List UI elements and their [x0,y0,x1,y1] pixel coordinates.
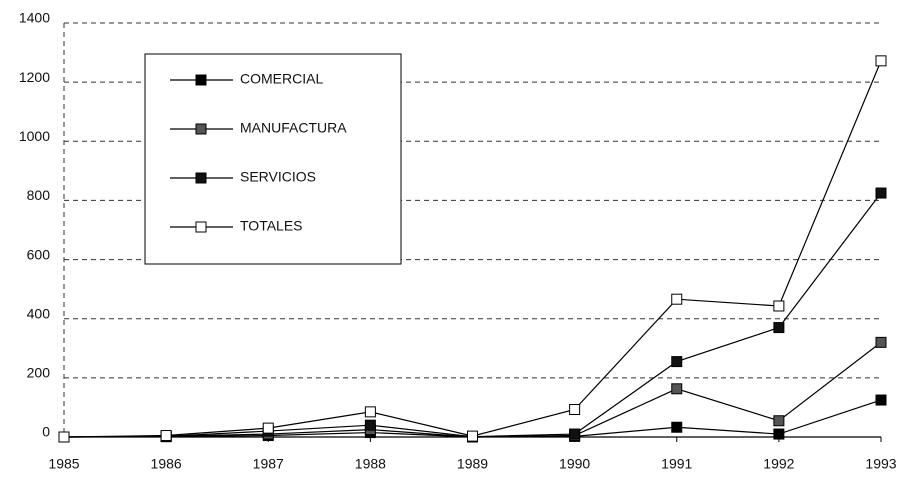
data-point [671,421,683,433]
x-tick-label: 1990 [559,456,590,472]
legend-label: SERVICIOS [240,169,316,185]
x-tick-label: 1986 [151,456,182,472]
data-point [875,55,887,67]
data-point [364,406,376,418]
data-point [569,428,581,440]
x-tick-label: 1993 [865,456,896,472]
y-tick-label: 1400 [19,10,50,26]
x-tick-label: 1988 [355,456,386,472]
legend-marker [195,221,207,233]
x-tick-label: 1985 [48,456,79,472]
legend-marker [195,123,207,135]
data-point [875,187,887,199]
data-point [569,403,581,415]
legend-label: TOTALES [240,218,303,234]
data-point [364,419,376,431]
series-line [63,341,882,438]
data-point [671,293,683,305]
legend-marker [195,172,207,184]
y-tick-label: 1200 [19,69,50,85]
legend-marker [195,74,207,86]
legend-box [144,53,402,265]
y-tick-label: 800 [27,187,51,203]
data-point [671,356,683,368]
data-point [875,394,887,406]
x-tick-label: 1987 [253,456,284,472]
y-tick-label: 200 [27,365,51,381]
data-point [875,336,887,348]
data-point [773,415,785,427]
data-point [160,430,172,442]
y-tick-label: 600 [27,246,51,262]
data-point [262,422,274,434]
y-tick-label: 400 [27,305,51,321]
data-point [671,383,683,395]
data-point [467,430,478,442]
legend-label: COMERCIAL [240,71,323,87]
data-point [773,322,785,334]
x-tick-label: 1991 [661,456,692,472]
x-tick-label: 1992 [763,456,794,472]
x-tick-label: 1989 [457,456,488,472]
legend-label: MANUFACTURA [240,120,347,136]
data-point [773,428,785,440]
data-point [58,431,70,443]
y-tick-label: 1000 [19,128,50,144]
y-tick-label: 0 [42,424,50,440]
data-point [773,300,785,312]
